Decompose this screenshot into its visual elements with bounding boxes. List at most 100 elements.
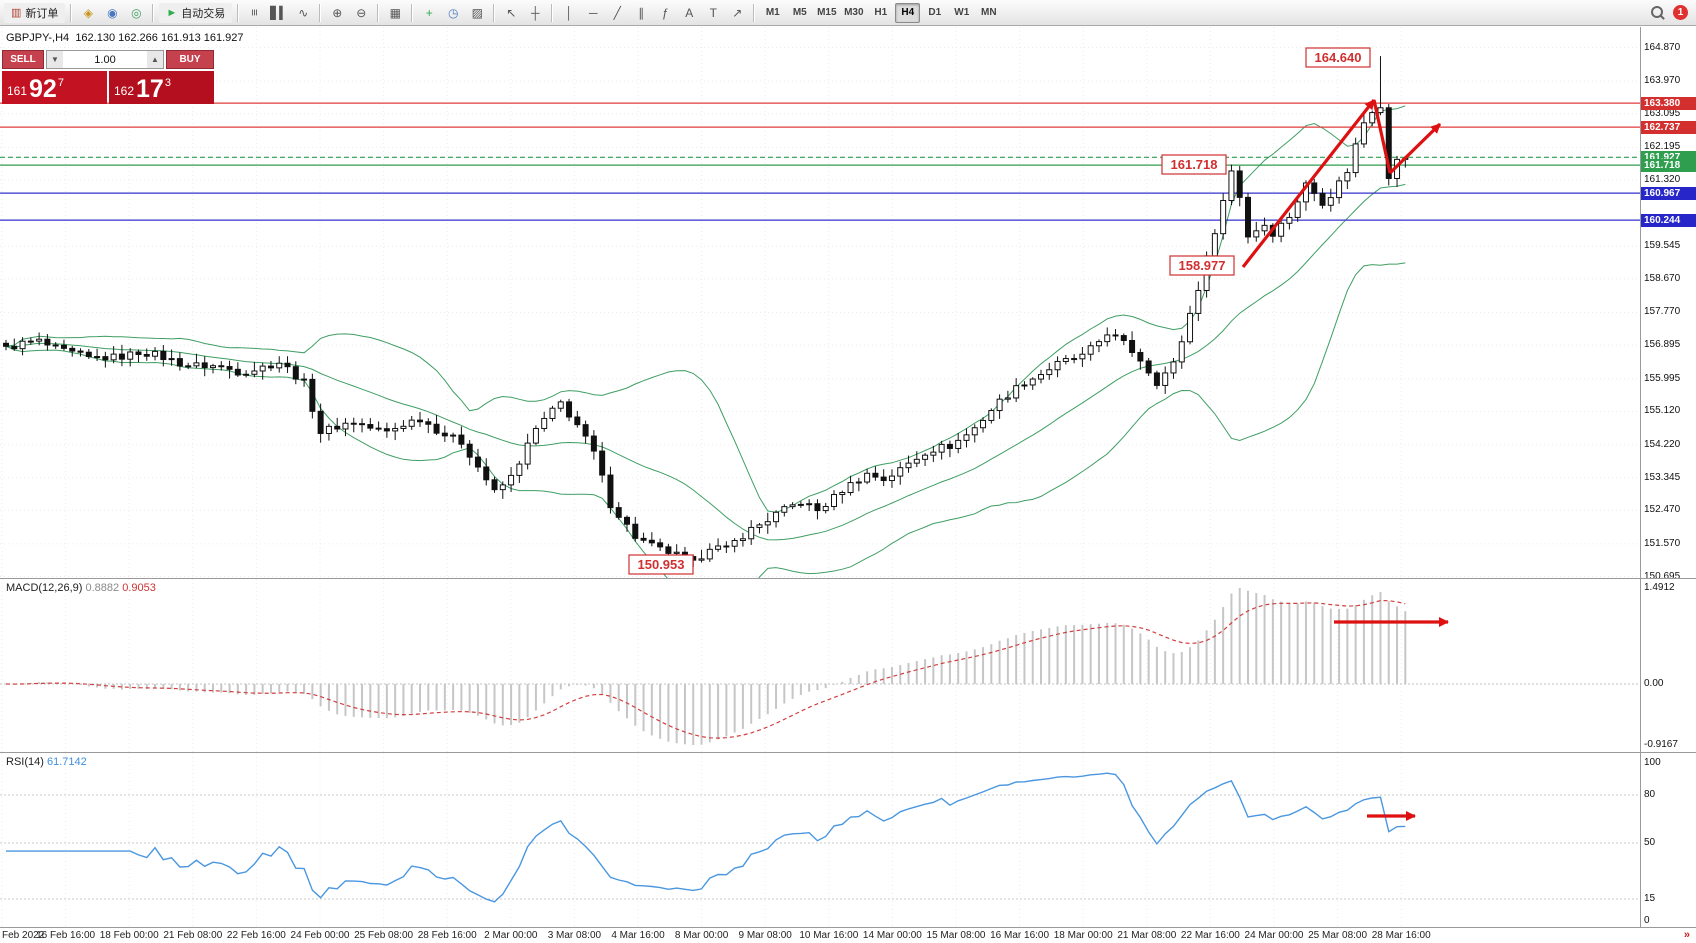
macd-axis: 1.4912 0.00 -0.9167 (1640, 579, 1696, 752)
svg-text:150.953: 150.953 (638, 557, 685, 572)
label-icon[interactable]: T (709, 5, 717, 20)
price-axis-line-label: 163.380 (1641, 96, 1696, 110)
time-axis-label: 18 Mar 00:00 (1053, 930, 1113, 941)
notification-badge[interactable]: 1 (1673, 5, 1688, 20)
volume-decrease-button[interactable]: ▼ (47, 51, 63, 68)
timeframe-button-h1[interactable]: H1 (874, 7, 888, 18)
metaeditor-icon[interactable]: ◈ (83, 5, 94, 20)
price-label-annotation[interactable]: 158.977 (1169, 255, 1235, 276)
shapes-icon[interactable]: ↗ (732, 5, 743, 20)
timeframe-button-h4[interactable]: H4 (895, 2, 921, 23)
trend-arrow[interactable] (1241, 99, 1376, 268)
autotrading-button[interactable]: ► 自动交易 (159, 2, 233, 23)
trend-arrow[interactable] (1388, 122, 1442, 175)
autotrading-icon: ► (166, 6, 178, 19)
timeframe-button-w1[interactable]: W1 (954, 7, 970, 18)
price-label-annotation[interactable]: 161.718 (1161, 154, 1227, 175)
svg-text:161.718: 161.718 (1171, 157, 1218, 172)
toolbar-separator (70, 3, 73, 22)
community-icon[interactable]: ◎ (131, 5, 142, 20)
channel-icon[interactable]: ∥ (638, 5, 645, 20)
time-axis-label: 28 Feb 16:00 (417, 930, 477, 941)
price-chart[interactable]: 164.640 161.718 158.977 150.953 (0, 27, 1640, 578)
text-icon[interactable]: A (685, 5, 694, 20)
rsi-axis-label: 100 (1644, 757, 1661, 768)
fibonacci-icon[interactable]: ƒ (661, 5, 669, 20)
toolbar-separator (319, 3, 322, 22)
timeframe-button-m1[interactable]: M1 (765, 7, 780, 18)
time-axis-label: 9 Mar 08:00 (738, 930, 792, 941)
price-axis-label: 157.770 (1644, 306, 1681, 318)
price-label-annotation[interactable]: 164.640 (1305, 47, 1371, 68)
vertical-line-icon[interactable]: │ (565, 5, 574, 20)
ask-price-display[interactable]: 162 17 3 (109, 71, 214, 104)
time-axis-label: 2 Mar 00:00 (484, 930, 538, 941)
macd-axis-label: 0.00 (1644, 678, 1664, 689)
cursor-icon[interactable]: ↖ (506, 5, 517, 20)
macd-value-main: 0.8882 (85, 582, 120, 594)
templates-icon[interactable]: ▨ (471, 5, 483, 20)
new-order-button[interactable]: ▥ 新订单 (4, 2, 66, 23)
volume-input[interactable] (63, 51, 147, 68)
scroll-end-marker[interactable]: » (1683, 929, 1690, 941)
price-axis-label: 153.345 (1644, 471, 1681, 483)
timeframe-button-m30[interactable]: M30 (844, 7, 864, 18)
price-chart-panel: 164.640 161.718 158.977 150.953 164.870 163.… (0, 27, 1696, 582)
horizontal-line-icon[interactable]: ─ (589, 5, 598, 20)
time-axis-label: 10 Mar 16:00 (799, 930, 859, 941)
rsi-axis: 100 80 50 15 0 (1640, 753, 1696, 927)
macd-chart[interactable] (0, 579, 1640, 752)
price-axis[interactable]: 164.870 163.970 163.095 162.195 161.320 159.5… (1640, 27, 1696, 582)
periods-icon[interactable]: ◷ (448, 5, 459, 20)
trendline-icon[interactable]: ╱ (613, 5, 621, 20)
indicators-icon[interactable]: + (425, 5, 433, 20)
search-icon[interactable] (1650, 5, 1665, 20)
rsi-axis-label: 15 (1644, 893, 1656, 904)
toolbar-separator (551, 3, 554, 22)
time-axis-label: 3 Mar 08:00 (547, 930, 602, 941)
algo-trading-icon[interactable]: ◉ (107, 5, 118, 20)
bid-price-display[interactable]: 161 92 7 (2, 71, 107, 104)
timeframe-button-m5[interactable]: M5 (792, 7, 807, 18)
svg-text:158.977: 158.977 (1179, 258, 1226, 273)
zoom-out-icon[interactable]: ⊖ (356, 5, 367, 20)
volume-increase-button[interactable]: ▲ (147, 51, 163, 68)
time-axis-label: 16 Mar 16:00 (990, 930, 1050, 941)
rsi-chart[interactable] (0, 753, 1640, 927)
buy-button[interactable]: BUY (166, 50, 214, 69)
timeframe-button-m15[interactable]: M15 (817, 7, 837, 18)
price-axis-label: 150.695 (1644, 570, 1681, 582)
time-axis[interactable]: » Feb 2022 16 Feb 16:00 18 Feb 00:00 21 Feb… (0, 927, 1696, 943)
price-axis-label: 159.545 (1644, 240, 1681, 252)
candlestick-chart-icon[interactable]: ▋▍ (270, 5, 289, 20)
rsi-label: RSI(14) 61.7142 (6, 756, 87, 768)
time-axis-label: 18 Feb 00:00 (99, 930, 159, 941)
sell-button[interactable]: SELL (2, 50, 44, 69)
bars-chart-icon[interactable]: ≡ (248, 8, 263, 16)
bollinger-middle-band (5, 183, 1406, 541)
macd-value-signal: 0.9053 (122, 582, 156, 594)
rsi-axis-label: 50 (1644, 837, 1656, 848)
line-chart-icon[interactable]: ∿ (298, 5, 309, 20)
timeframe-button-mn[interactable]: MN (981, 7, 997, 18)
zoom-in-icon[interactable]: ⊕ (332, 5, 343, 20)
bid-pips: 92 (29, 75, 57, 103)
price-axis-label: 164.870 (1644, 41, 1681, 53)
trend-arrow[interactable] (1372, 99, 1392, 174)
time-axis-label: 16 Feb 16:00 (36, 930, 96, 941)
timeframe-button-d1[interactable]: D1 (928, 7, 942, 18)
time-axis-label: 15 Mar 08:00 (926, 930, 986, 941)
time-axis-label: Feb 2022 (2, 930, 45, 941)
ask-point: 3 (164, 77, 171, 89)
crosshair-icon[interactable]: ┼ (531, 5, 540, 20)
volume-stepper: ▼ ▲ (46, 50, 164, 69)
tile-windows-icon[interactable]: ▦ (389, 5, 401, 20)
time-axis-label: 21 Mar 08:00 (1117, 930, 1177, 941)
price-label-annotation[interactable]: 150.953 (628, 554, 694, 575)
time-axis-label: 24 Mar 00:00 (1244, 930, 1304, 941)
autotrading-label: 自动交易 (181, 7, 226, 20)
price-axis-label: 155.995 (1644, 372, 1681, 384)
macd-signal-line (5, 599, 1406, 739)
rsi-axis-label: 80 (1644, 789, 1656, 800)
price-axis-label: 161.320 (1644, 173, 1681, 185)
